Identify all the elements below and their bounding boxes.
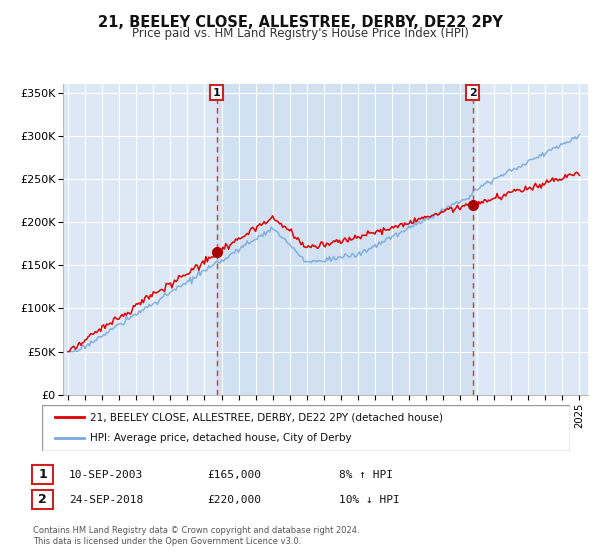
Text: 24-SEP-2018: 24-SEP-2018 [69,494,143,505]
Text: Price paid vs. HM Land Registry's House Price Index (HPI): Price paid vs. HM Land Registry's House … [131,27,469,40]
Text: HPI: Average price, detached house, City of Derby: HPI: Average price, detached house, City… [89,433,351,444]
Text: This data is licensed under the Open Government Licence v3.0.: This data is licensed under the Open Gov… [33,537,301,546]
Text: 1: 1 [38,468,47,482]
Text: 1: 1 [213,87,220,97]
Text: Contains HM Land Registry data © Crown copyright and database right 2024.: Contains HM Land Registry data © Crown c… [33,526,359,535]
Text: 2: 2 [469,87,476,97]
Bar [217,84,473,395]
Text: 10-SEP-2003: 10-SEP-2003 [69,470,143,480]
Text: 21, BEELEY CLOSE, ALLESTREE, DERBY, DE22 2PY: 21, BEELEY CLOSE, ALLESTREE, DERBY, DE22… [98,15,502,30]
Text: 21, BEELEY CLOSE, ALLESTREE, DERBY, DE22 2PY (detached house): 21, BEELEY CLOSE, ALLESTREE, DERBY, DE22… [89,412,443,422]
Text: 8% ↑ HPI: 8% ↑ HPI [339,470,393,480]
Text: 10% ↓ HPI: 10% ↓ HPI [339,494,400,505]
Text: 2: 2 [38,493,47,506]
Text: £165,000: £165,000 [207,470,261,480]
Text: £220,000: £220,000 [207,494,261,505]
